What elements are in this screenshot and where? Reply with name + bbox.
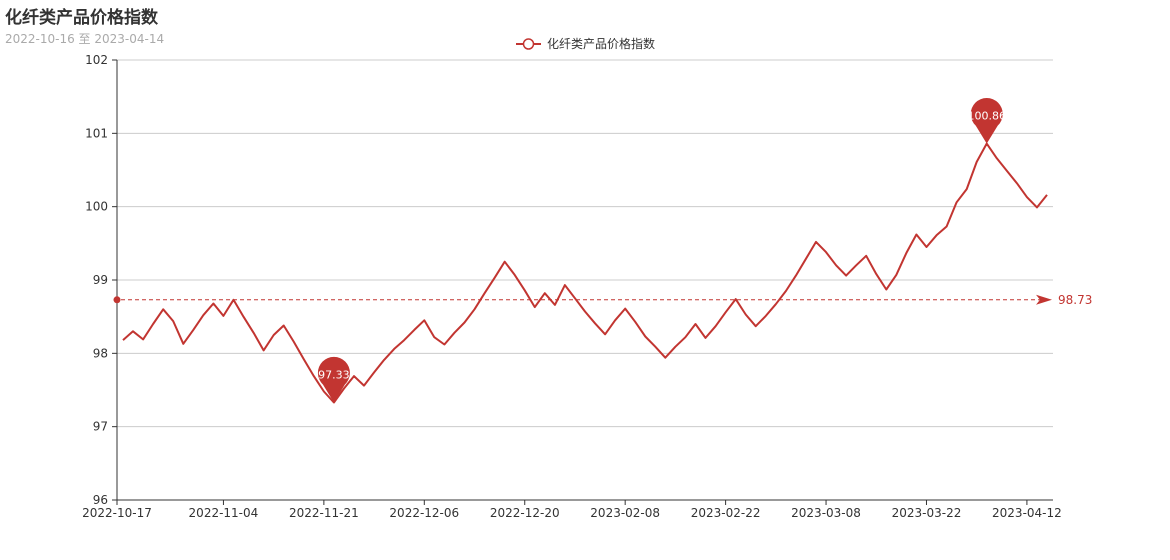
y-tick-label: 96	[93, 493, 108, 507]
max-mark-pin: 100.86	[967, 97, 1006, 144]
x-tick-label: 2023-04-12	[992, 506, 1062, 520]
x-tick-label: 2022-12-06	[389, 506, 459, 520]
series-lines	[122, 142, 1048, 404]
x-tick-label: 2023-02-08	[590, 506, 660, 520]
x-tick-label: 2023-03-22	[892, 506, 962, 520]
legend-label: 化纤类产品价格指数	[547, 36, 655, 51]
grid-lines	[117, 59, 1053, 428]
y-tick-label: 100	[85, 200, 108, 214]
y-tick-label: 101	[85, 126, 108, 140]
average-mark-line: 98.73	[113, 293, 1092, 307]
series-line	[122, 142, 1048, 404]
y-tick-label: 98	[93, 346, 108, 360]
x-tick-label: 2023-02-22	[691, 506, 761, 520]
x-tick-label: 2022-11-21	[289, 506, 359, 520]
chart-subtitle: 2022-10-16 至 2023-04-14	[5, 32, 165, 46]
average-line-label: 98.73	[1058, 293, 1092, 307]
x-tick-label: 2023-03-08	[791, 506, 861, 520]
y-axis-ticks: 96 97 98 99 100 101 102	[85, 53, 117, 507]
pin-label: 100.86	[967, 110, 1006, 123]
x-tick-label: 2022-12-20	[490, 506, 560, 520]
legend-marker-icon	[522, 38, 535, 50]
mark-points: 100.86 97.33	[317, 97, 1006, 403]
x-tick-label: 2022-10-17	[82, 506, 152, 520]
legend[interactable]: 化纤类产品价格指数	[516, 36, 655, 51]
pin-shape	[317, 356, 350, 403]
pin-label: 97.33	[318, 368, 350, 381]
chart-title: 化纤类产品价格指数	[5, 8, 158, 28]
x-axis-ticks: 2022-10-17 2022-11-04 2022-11-21 2022-12-06…	[82, 500, 1062, 520]
average-line-arrow	[1036, 294, 1052, 305]
y-tick-label: 97	[93, 420, 108, 434]
average-line-start-dot	[113, 296, 121, 304]
y-tick-label: 102	[85, 53, 108, 67]
x-tick-label: 2022-11-04	[189, 506, 259, 520]
pin-shape	[970, 97, 1003, 144]
y-tick-label: 99	[93, 273, 108, 287]
min-mark-pin: 97.33	[317, 356, 350, 403]
